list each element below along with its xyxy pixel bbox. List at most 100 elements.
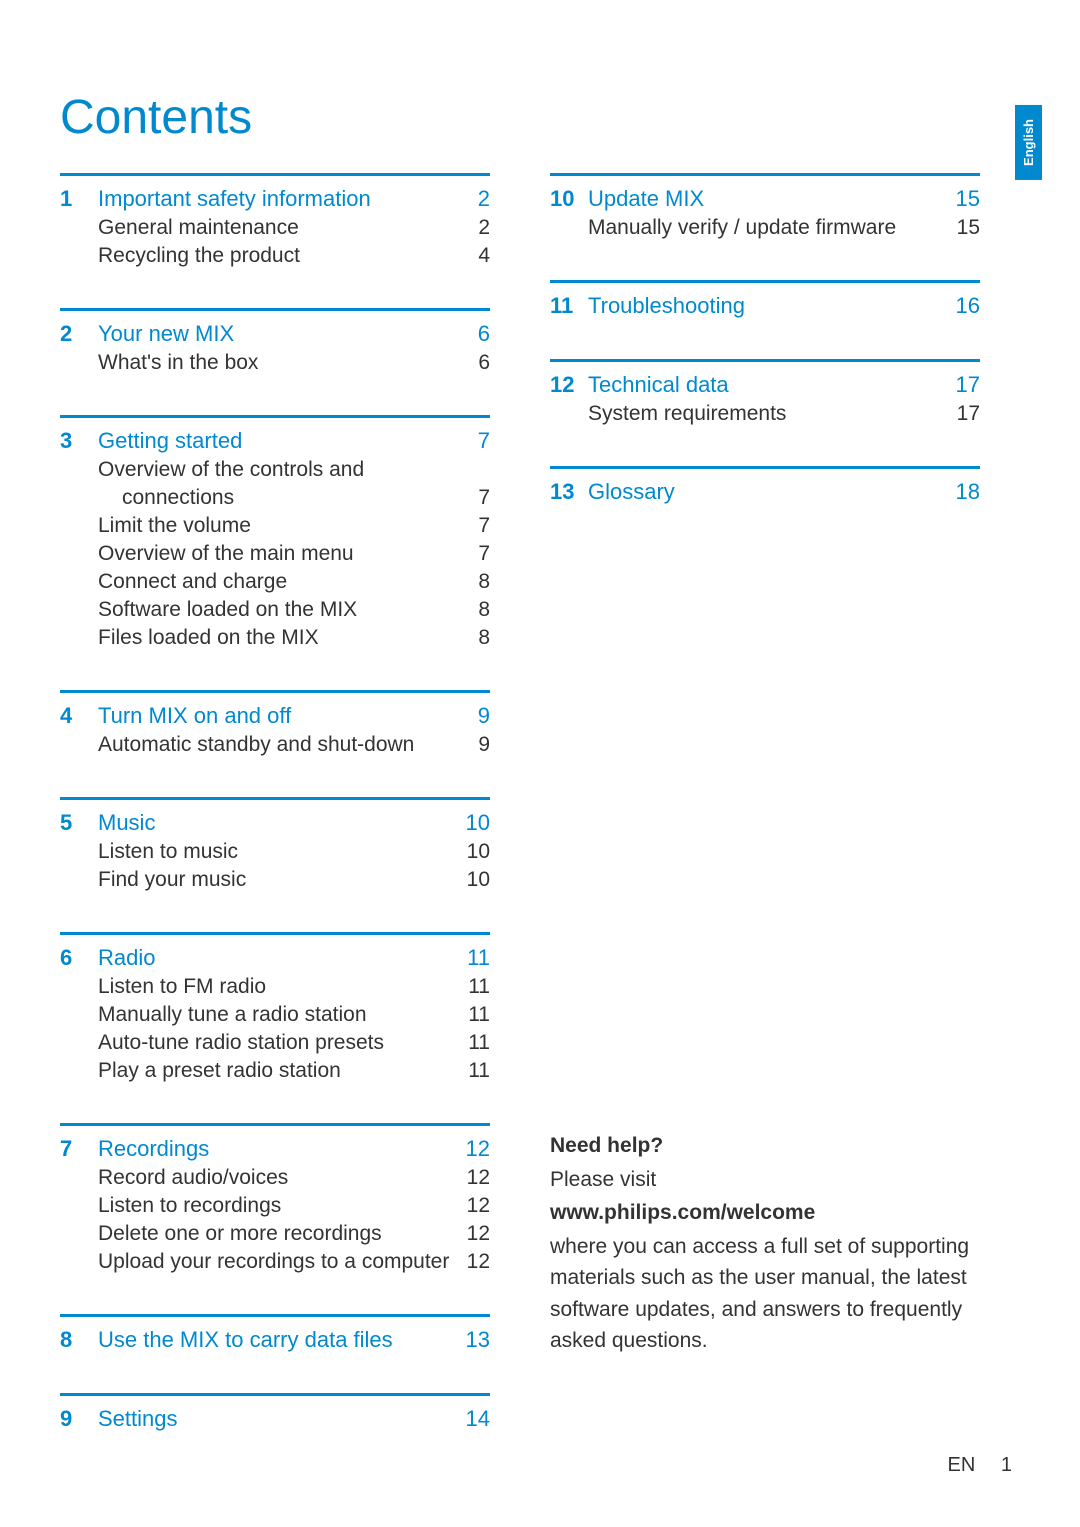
toc-heading-row[interactable]: 11Troubleshooting16 <box>550 293 980 319</box>
toc-section-heading: Radio <box>98 945 450 971</box>
toc-sub-row[interactable]: Software loaded on the MIX8 <box>60 598 490 622</box>
toc-section-number: 3 <box>60 428 98 454</box>
toc-section-page: 9 <box>450 703 490 729</box>
toc-section-page: 18 <box>940 479 980 505</box>
toc-heading-row[interactable]: 1Important safety information2 <box>60 186 490 212</box>
toc-section-page: 6 <box>450 321 490 347</box>
toc-sub-row[interactable]: Upload your recordings to a computer12 <box>60 1250 490 1274</box>
toc-sub-page: 8 <box>450 598 490 622</box>
toc-section-heading: Glossary <box>588 479 940 505</box>
toc-heading-row[interactable]: 4Turn MIX on and off9 <box>60 703 490 729</box>
toc-sub-row[interactable]: Find your music10 <box>60 868 490 892</box>
help-url[interactable]: www.philips.com/welcome <box>550 1197 990 1229</box>
toc-section-number: 7 <box>60 1136 98 1162</box>
toc-sub-row[interactable]: Manually tune a radio station11 <box>60 1003 490 1027</box>
toc-sub-text: Listen to music <box>98 840 450 864</box>
toc-sub-text: connections <box>98 486 450 510</box>
toc-sub-text: Software loaded on the MIX <box>98 598 450 622</box>
toc-section-heading: Important safety information <box>98 186 450 212</box>
help-block: Need help? Please visit www.philips.com/… <box>550 1130 990 1357</box>
toc-sub-text: Overview of the controls and <box>98 458 450 482</box>
toc-heading-row[interactable]: 10Update MIX15 <box>550 186 980 212</box>
toc-section-number: 8 <box>60 1327 98 1353</box>
toc-sub-page: 11 <box>450 1031 490 1055</box>
toc-sub-page: 12 <box>450 1222 490 1246</box>
toc-section: 4Turn MIX on and off9 Automatic standby a… <box>60 690 490 757</box>
toc-section-page: 14 <box>450 1406 490 1432</box>
toc-sub-row[interactable]: Recycling the product4 <box>60 244 490 268</box>
toc-sub-page: 8 <box>450 626 490 650</box>
toc-sub-row[interactable]: Listen to music10 <box>60 840 490 864</box>
toc-sub-text: Files loaded on the MIX <box>98 626 450 650</box>
toc-sub-text: Listen to recordings <box>98 1194 450 1218</box>
toc-section: 7Recordings12Record audio/voices12Listen… <box>60 1123 490 1274</box>
toc-sub-text: Automatic standby and shut-down <box>98 733 450 757</box>
toc-section: 2Your new MIX6 What's in the box6 <box>60 308 490 375</box>
toc-section-heading: Recordings <box>98 1136 450 1162</box>
toc-sub-row[interactable]: connections7 <box>60 486 490 510</box>
toc-sub-row[interactable]: Play a preset radio station11 <box>60 1059 490 1083</box>
toc-sub-row[interactable]: Limit the volume7 <box>60 514 490 538</box>
toc-sub-text: Listen to FM radio <box>98 975 450 999</box>
toc-section-page: 13 <box>450 1327 490 1353</box>
toc-sub-text: Overview of the main menu <box>98 542 450 566</box>
toc-section-heading: Music <box>98 810 450 836</box>
toc-sub-page: 7 <box>450 514 490 538</box>
toc-heading-row[interactable]: 8Use the MIX to carry data files13 <box>60 1327 490 1353</box>
toc-section-page: 15 <box>940 186 980 212</box>
toc-sub-page: 7 <box>450 542 490 566</box>
toc-section-heading: Getting started <box>98 428 450 454</box>
toc-sub-row[interactable]: System requirements17 <box>550 402 980 426</box>
toc-sub-text: Manually verify / update firmware <box>588 216 940 240</box>
toc-section-heading: Troubleshooting <box>588 293 940 319</box>
toc-heading-row[interactable]: 2Your new MIX6 <box>60 321 490 347</box>
toc-sub-row[interactable]: Delete one or more recordings12 <box>60 1222 490 1246</box>
toc-sub-row[interactable]: General maintenance2 <box>60 216 490 240</box>
toc-sub-text: What's in the box <box>98 351 450 375</box>
toc-section-heading: Settings <box>98 1406 450 1432</box>
toc-sub-row[interactable]: Files loaded on the MIX8 <box>60 626 490 650</box>
toc-section: 8Use the MIX to carry data files13 <box>60 1314 490 1353</box>
toc-section-number: 1 <box>60 186 98 212</box>
toc-sub-text: Manually tune a radio station <box>98 1003 450 1027</box>
toc-sub-page: 12 <box>450 1194 490 1218</box>
toc-heading-row[interactable]: 3Getting started7 <box>60 428 490 454</box>
toc-sub-text: General maintenance <box>98 216 450 240</box>
toc-sub-row[interactable]: Record audio/voices12 <box>60 1166 490 1190</box>
toc-section-heading: Update MIX <box>588 186 940 212</box>
footer-lang: EN <box>948 1454 976 1476</box>
toc-sub-row[interactable]: Listen to recordings12 <box>60 1194 490 1218</box>
toc-heading-row[interactable]: 12Technical data17 <box>550 372 980 398</box>
toc-sub-row[interactable]: What's in the box6 <box>60 351 490 375</box>
toc-section-page: 16 <box>940 293 980 319</box>
toc-section-number: 5 <box>60 810 98 836</box>
toc-sub-row[interactable]: Connect and charge8 <box>60 570 490 594</box>
toc-sub-text: Find your music <box>98 868 450 892</box>
toc-sub-row[interactable]: Overview of the controls and <box>60 458 490 482</box>
toc-sub-row[interactable]: Auto-tune radio station presets11 <box>60 1031 490 1055</box>
toc-sub-page: 8 <box>450 570 490 594</box>
toc-heading-row[interactable]: 5Music10 <box>60 810 490 836</box>
toc-sub-page: 10 <box>450 868 490 892</box>
toc-section: 5Music10Listen to music10Find your music… <box>60 797 490 892</box>
toc-sub-row[interactable]: Listen to FM radio11 <box>60 975 490 999</box>
toc-section-number: 12 <box>550 372 588 398</box>
toc-heading-row[interactable]: 13Glossary18 <box>550 479 980 505</box>
toc-sub-row[interactable]: Manually verify / update firmware15 <box>550 216 980 240</box>
toc-sub-text: System requirements <box>588 402 940 426</box>
toc-section-heading: Your new MIX <box>98 321 450 347</box>
toc-sub-row[interactable]: Automatic standby and shut-down9 <box>60 733 490 757</box>
toc-section-heading: Technical data <box>588 372 940 398</box>
toc-sub-row[interactable]: Overview of the main menu7 <box>60 542 490 566</box>
toc-sub-page: 11 <box>450 1003 490 1027</box>
toc-sub-page: 10 <box>450 840 490 864</box>
toc-heading-row[interactable]: 9Settings14 <box>60 1406 490 1432</box>
toc-heading-row[interactable]: 7Recordings12 <box>60 1136 490 1162</box>
toc-section-number: 4 <box>60 703 98 729</box>
help-title: Need help? <box>550 1130 990 1162</box>
help-intro: Please visit <box>550 1164 990 1196</box>
toc-sub-page: 9 <box>450 733 490 757</box>
toc-section-page: 7 <box>450 428 490 454</box>
toc-sub-page: 12 <box>450 1166 490 1190</box>
toc-heading-row[interactable]: 6Radio11 <box>60 945 490 971</box>
